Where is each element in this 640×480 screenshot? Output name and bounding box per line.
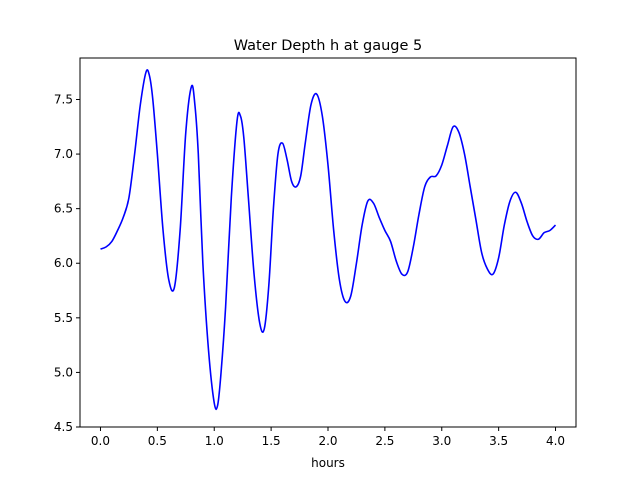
chart-title: Water Depth h at gauge 5	[234, 38, 422, 54]
y-tick-label: 6.5	[54, 202, 73, 216]
x-tick-label: 2.5	[375, 434, 394, 448]
y-axis: 4.5 5.0 5.5 6.0 6.5 7.0 7.5	[54, 92, 80, 434]
y-tick-label: 5.0	[54, 365, 73, 379]
x-axis-label: hours	[311, 456, 345, 470]
x-tick-label: 1.0	[205, 434, 224, 448]
y-tick-label: 4.5	[54, 420, 73, 434]
x-tick-label: 1.5	[262, 434, 281, 448]
x-tick-label: 2.0	[318, 434, 337, 448]
axes-frame	[79, 57, 577, 428]
series-line	[100, 69, 557, 411]
x-tick-label: 0.5	[148, 434, 167, 448]
x-tick-label: 3.0	[432, 434, 451, 448]
x-axis: 0.0 0.5 1.0 1.5 2.0 2.5 3.0 3.5 4.0	[91, 427, 565, 448]
y-tick-label: 7.0	[54, 147, 73, 161]
y-tick-label: 5.5	[54, 311, 73, 325]
y-tick-label: 6.0	[54, 256, 73, 270]
x-tick-label: 0.0	[91, 434, 110, 448]
x-tick-label: 3.5	[489, 434, 508, 448]
y-tick-label: 7.5	[54, 92, 73, 106]
x-tick-label: 4.0	[546, 434, 565, 448]
plot-area	[100, 69, 557, 411]
